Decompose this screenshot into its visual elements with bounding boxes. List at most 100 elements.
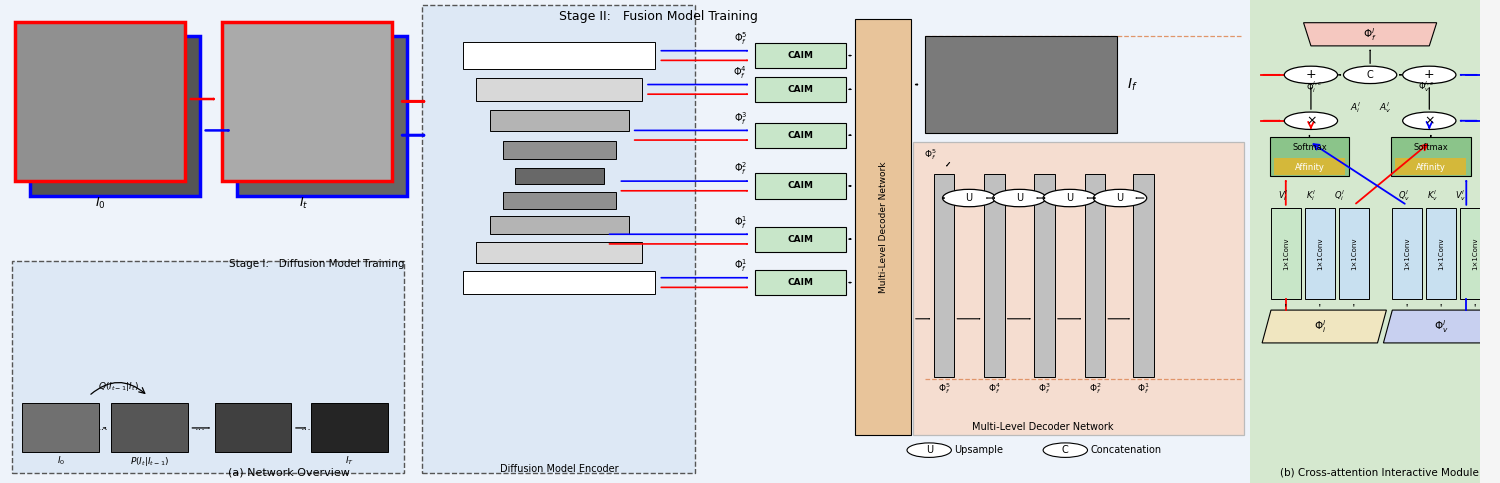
Text: Multi-Level Decoder Network: Multi-Level Decoder Network (879, 161, 888, 293)
Text: $K^l_v$: $K^l_v$ (1426, 188, 1438, 203)
Text: $\Phi^5_f$: $\Phi^5_f$ (734, 30, 747, 47)
Text: $\times$: $\times$ (1424, 114, 1434, 127)
FancyBboxPatch shape (1084, 174, 1106, 377)
Text: $\Phi^l_f$: $\Phi^l_f$ (1364, 26, 1377, 43)
Text: $K^l_i$: $K^l_i$ (1306, 188, 1316, 203)
Text: Diffusion Model Encoder: Diffusion Model Encoder (500, 464, 618, 473)
FancyBboxPatch shape (1392, 208, 1422, 299)
Text: $Q(I_{t-1}|I_t)$: $Q(I_{t-1}|I_t)$ (98, 380, 140, 393)
Text: $I_0$: $I_0$ (57, 455, 64, 468)
Text: $\Phi^1_f$: $\Phi^1_f$ (734, 257, 747, 274)
Text: $\Phi^5_f$: $\Phi^5_f$ (938, 382, 951, 396)
Circle shape (908, 443, 951, 457)
Text: U: U (966, 193, 972, 203)
Circle shape (1402, 112, 1456, 129)
Text: (b) Cross-attention Interactive Module: (b) Cross-attention Interactive Module (1280, 468, 1479, 477)
FancyBboxPatch shape (1134, 174, 1154, 377)
Text: Multi-Level Decoder Network: Multi-Level Decoder Network (972, 423, 1114, 432)
Text: $\Phi^1_f$: $\Phi^1_f$ (734, 214, 747, 230)
Polygon shape (1262, 310, 1386, 343)
FancyBboxPatch shape (477, 242, 642, 263)
FancyBboxPatch shape (22, 403, 99, 452)
Text: $\times$: $\times$ (1305, 114, 1317, 127)
FancyBboxPatch shape (111, 403, 188, 452)
Text: ...: ... (195, 423, 206, 432)
FancyBboxPatch shape (514, 168, 603, 184)
Text: CAIM: CAIM (788, 51, 813, 60)
FancyBboxPatch shape (754, 77, 846, 102)
Text: CAIM: CAIM (788, 235, 813, 243)
FancyBboxPatch shape (222, 22, 392, 181)
FancyBboxPatch shape (754, 173, 846, 199)
FancyBboxPatch shape (1461, 208, 1490, 299)
Circle shape (1284, 112, 1338, 129)
Text: CAIM: CAIM (788, 278, 813, 287)
FancyBboxPatch shape (914, 142, 1245, 435)
Text: $\Phi^5_f$: $\Phi^5_f$ (924, 147, 938, 162)
Text: $\Phi^l_i$: $\Phi^l_i$ (1314, 318, 1326, 335)
Text: $I_T$: $I_T$ (345, 455, 354, 468)
FancyBboxPatch shape (1395, 158, 1467, 175)
Text: $I_f$: $I_f$ (1126, 76, 1137, 93)
Text: Softmax: Softmax (1292, 143, 1328, 152)
Circle shape (1042, 443, 1088, 457)
FancyBboxPatch shape (237, 36, 406, 196)
Text: $A^l_v$: $A^l_v$ (1378, 100, 1390, 114)
Text: $\Phi^4_f$: $\Phi^4_f$ (734, 64, 747, 81)
Text: Affinity: Affinity (1294, 163, 1324, 172)
Text: 1×1Conv: 1×1Conv (1472, 237, 1478, 270)
Text: ...: ... (98, 423, 109, 432)
Text: $Q^l_v$: $Q^l_v$ (1398, 188, 1410, 203)
Text: U: U (1066, 193, 1074, 203)
FancyBboxPatch shape (1270, 208, 1300, 299)
Text: 1×1Conv: 1×1Conv (1317, 237, 1323, 270)
FancyBboxPatch shape (214, 403, 291, 452)
Text: +: + (1424, 69, 1434, 81)
Text: U: U (1116, 193, 1124, 203)
FancyBboxPatch shape (1340, 208, 1368, 299)
Text: $Q^l_i$: $Q^l_i$ (1334, 188, 1344, 203)
Circle shape (1284, 66, 1338, 84)
FancyBboxPatch shape (855, 19, 912, 435)
FancyBboxPatch shape (15, 22, 184, 181)
FancyBboxPatch shape (1426, 208, 1456, 299)
Text: $V^l_i$: $V^l_i$ (1278, 188, 1288, 203)
Text: $\Phi^2_f$: $\Phi^2_f$ (1089, 382, 1101, 396)
Text: $\Phi^4_f$: $\Phi^4_f$ (988, 382, 1000, 396)
Polygon shape (1304, 23, 1437, 46)
FancyBboxPatch shape (503, 192, 615, 209)
FancyBboxPatch shape (0, 0, 1251, 483)
Text: Affinity: Affinity (1416, 163, 1446, 172)
FancyBboxPatch shape (984, 174, 1005, 377)
FancyBboxPatch shape (1269, 137, 1350, 176)
Text: ...: ... (302, 423, 312, 432)
Text: $A^l_i$: $A^l_i$ (1350, 100, 1360, 114)
FancyBboxPatch shape (754, 270, 846, 295)
Text: $\Phi^{l,c}_v$: $\Phi^{l,c}_v$ (1418, 80, 1434, 94)
Text: $\Phi^3_f$: $\Phi^3_f$ (734, 110, 747, 127)
Text: $\Phi^2_f$: $\Phi^2_f$ (734, 161, 747, 177)
FancyBboxPatch shape (477, 78, 642, 101)
FancyBboxPatch shape (503, 141, 615, 159)
FancyBboxPatch shape (1251, 0, 1479, 483)
FancyBboxPatch shape (754, 227, 846, 252)
FancyBboxPatch shape (12, 261, 404, 473)
Text: 1×1Conv: 1×1Conv (1282, 237, 1288, 270)
FancyBboxPatch shape (1274, 158, 1346, 175)
Text: CAIM: CAIM (788, 85, 813, 94)
FancyBboxPatch shape (490, 110, 628, 131)
Text: Softmax: Softmax (1413, 143, 1448, 152)
Text: CAIM: CAIM (788, 182, 813, 190)
Text: $P(I_t|I_{t-1})$: $P(I_t|I_{t-1})$ (130, 455, 170, 468)
FancyBboxPatch shape (30, 36, 200, 196)
Text: $\Phi^l_v$: $\Phi^l_v$ (1434, 318, 1449, 335)
Circle shape (993, 189, 1045, 207)
Text: Stage II:   Fusion Model Training: Stage II: Fusion Model Training (560, 11, 758, 23)
FancyBboxPatch shape (310, 403, 387, 452)
Text: 1×1Conv: 1×1Conv (1438, 237, 1444, 270)
Text: U: U (926, 445, 933, 455)
Text: 1×1Conv: 1×1Conv (1404, 237, 1410, 270)
FancyBboxPatch shape (926, 36, 1118, 133)
Circle shape (1094, 189, 1146, 207)
Text: $\Phi^3_f$: $\Phi^3_f$ (1038, 382, 1052, 396)
